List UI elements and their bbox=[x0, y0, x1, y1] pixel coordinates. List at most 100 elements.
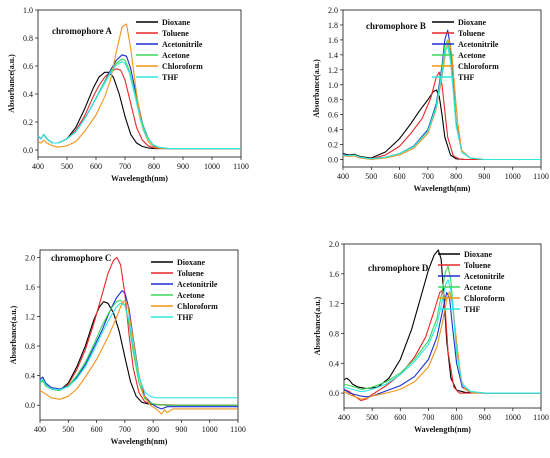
y-tick-label: 0.8 bbox=[328, 96, 338, 105]
panel-label: chromophore C bbox=[51, 253, 111, 263]
series-line-acetone bbox=[343, 265, 541, 394]
y-tick-label: 0.0 bbox=[23, 146, 33, 155]
x-tick-label: 1100 bbox=[533, 172, 549, 181]
y-tick-label: 1.6 bbox=[328, 36, 338, 45]
series-line-dioxane bbox=[343, 249, 541, 394]
panel-label: chromophore A bbox=[52, 26, 112, 36]
x-tick-label: 600 bbox=[91, 425, 103, 434]
y-axis-title: Absorbance(a.u.) bbox=[9, 305, 18, 364]
y-tick-label: 0.8 bbox=[23, 34, 33, 43]
y-tick-label: 1.6 bbox=[25, 283, 35, 292]
plot-frame bbox=[39, 249, 239, 421]
y-tick-label: 0.0 bbox=[25, 401, 35, 410]
x-tick-label: 500 bbox=[365, 172, 377, 181]
legend-label-toluene: Toluene bbox=[177, 269, 204, 278]
x-tick-label: 1000 bbox=[202, 425, 218, 434]
chart-panel-1: 400 500 600 700 800 900 1000 1100 0.0 0.2 0.4 0.6 0.… bbox=[7, 6, 249, 183]
panel-label: chromophore D bbox=[368, 263, 429, 273]
legend-label-dioxane: Dioxane bbox=[458, 18, 486, 27]
series-line-thf bbox=[343, 279, 541, 394]
x-tick-label: 1100 bbox=[533, 413, 549, 422]
legend-label-thf: THF bbox=[177, 313, 194, 322]
series-line-chloroform bbox=[343, 291, 541, 400]
legend-label-dioxane: Dioxane bbox=[162, 18, 190, 27]
legend-label-acetone: Acetone bbox=[177, 291, 205, 300]
y-tick-label: 0.8 bbox=[25, 342, 35, 351]
series-line-thf bbox=[342, 45, 541, 161]
x-tick-label: 700 bbox=[422, 172, 434, 181]
y-tick-label: 1.2 bbox=[328, 66, 338, 75]
series-line-acetonitrile bbox=[342, 29, 541, 161]
y-tick-label: 2.0 bbox=[328, 6, 338, 15]
y-tick-label: 1.0 bbox=[328, 81, 338, 90]
x-tick-label: 400 bbox=[337, 172, 349, 181]
x-tick-label: 800 bbox=[451, 413, 463, 422]
y-axis-title: Absorbance(a.u.) bbox=[313, 296, 322, 355]
legend-label-thf: THF bbox=[162, 73, 179, 82]
legend-label-chloroform: Chloroform bbox=[162, 62, 203, 71]
x-tick-label: 800 bbox=[450, 172, 462, 181]
y-tick-label: 0.4 bbox=[25, 372, 35, 381]
y-axis-title: Absorbance(a.u.) bbox=[7, 54, 16, 113]
x-tick-label: 500 bbox=[61, 162, 73, 171]
x-tick-label: 1000 bbox=[505, 172, 521, 181]
legend-label-thf: THF bbox=[464, 305, 481, 314]
chart-panel-4: 400 500 600 700 800 900 1000 1100 0.0 0.4 0.8 1.2 1.… bbox=[313, 240, 549, 434]
chart-panel-2: 400 500 600 700 800 900 1000 1100 0.0 0.2 0.4 0.6 0.… bbox=[312, 6, 549, 193]
legend-label-acetone: Acetone bbox=[162, 51, 190, 60]
x-tick-label: 600 bbox=[394, 413, 406, 422]
legend-label-acetone: Acetone bbox=[464, 283, 492, 292]
x-tick-label: 600 bbox=[394, 172, 406, 181]
legend-label-dioxane: Dioxane bbox=[464, 250, 492, 259]
y-tick-label: 1.4 bbox=[328, 51, 338, 60]
x-tick-label: 500 bbox=[366, 413, 378, 422]
legend-label-toluene: Toluene bbox=[458, 29, 485, 38]
y-tick-label: 1.2 bbox=[329, 300, 339, 309]
x-axis-title: Wavelength(nm) bbox=[111, 437, 168, 446]
legend-label-thf: THF bbox=[458, 73, 475, 82]
x-tick-label: 700 bbox=[422, 413, 434, 422]
series-line-thf bbox=[39, 302, 238, 399]
x-tick-label: 900 bbox=[175, 425, 187, 434]
x-tick-label: 1000 bbox=[505, 413, 521, 422]
y-tick-label: 0.2 bbox=[328, 141, 338, 150]
y-tick-label: 0.4 bbox=[329, 359, 339, 368]
series-line-dioxane bbox=[39, 301, 238, 406]
y-tick-label: 0.8 bbox=[329, 329, 339, 338]
x-tick-label: 400 bbox=[34, 425, 46, 434]
chart-panel-3: 400 500 600 700 800 900 1000 1100 0.0 0.4 0.8 1.2 1.… bbox=[9, 249, 246, 446]
legend-label-chloroform: Chloroform bbox=[458, 62, 499, 71]
legend-label-toluene: Toluene bbox=[464, 261, 491, 270]
y-tick-label: 0.4 bbox=[23, 90, 33, 99]
x-tick-label: 700 bbox=[119, 162, 131, 171]
series-line-chloroform bbox=[342, 39, 541, 161]
y-tick-label: 1.2 bbox=[25, 313, 35, 322]
y-tick-label: 2.0 bbox=[329, 240, 339, 249]
x-tick-label: 900 bbox=[478, 172, 490, 181]
x-tick-label: 400 bbox=[338, 413, 350, 422]
y-axis-title: Absorbance(a.u.) bbox=[312, 59, 321, 118]
series-line-dioxane bbox=[342, 89, 541, 161]
series-line-chloroform bbox=[39, 299, 238, 415]
series-line-acetone bbox=[342, 39, 541, 161]
y-tick-label: 0.6 bbox=[23, 62, 33, 71]
x-tick-label: 600 bbox=[90, 162, 102, 171]
x-tick-label: 900 bbox=[177, 162, 189, 171]
series-line-chloroform bbox=[37, 23, 241, 150]
x-tick-label: 700 bbox=[119, 425, 131, 434]
x-tick-label: 1100 bbox=[230, 425, 246, 434]
y-tick-label: 1.0 bbox=[23, 6, 33, 15]
plot-frame bbox=[342, 9, 542, 168]
x-tick-label: 800 bbox=[148, 162, 160, 171]
x-tick-label: 400 bbox=[32, 162, 44, 171]
plot-frame bbox=[37, 9, 242, 158]
y-tick-label: 1.8 bbox=[328, 21, 338, 30]
y-tick-label: 0.0 bbox=[328, 156, 338, 165]
y-tick-label: 1.6 bbox=[329, 270, 339, 279]
x-tick-label: 1000 bbox=[204, 162, 220, 171]
series-line-thf bbox=[37, 61, 241, 150]
series-line-acetonitrile bbox=[343, 291, 541, 398]
x-tick-label: 1100 bbox=[233, 162, 249, 171]
legend-label-acetonitrile: Acetonitrile bbox=[464, 272, 505, 281]
